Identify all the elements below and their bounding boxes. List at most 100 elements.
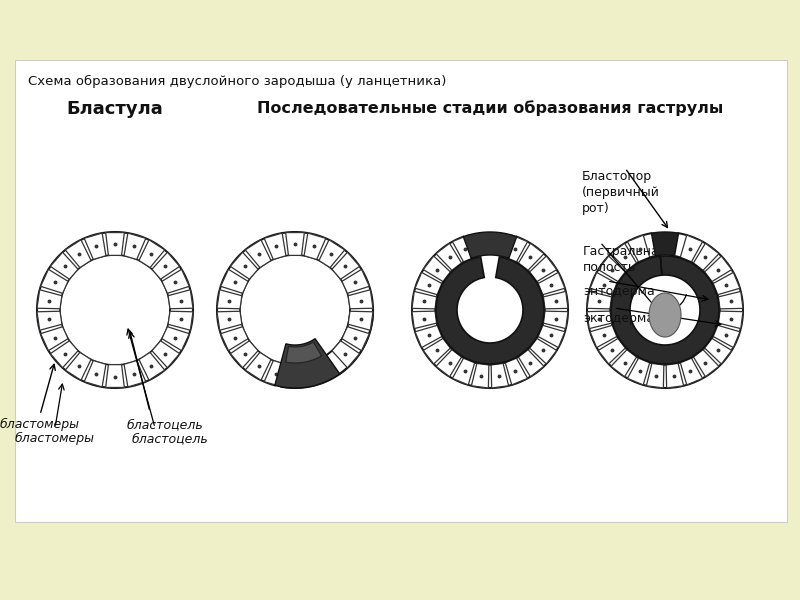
- Text: бластомеры: бластомеры: [15, 432, 95, 445]
- Polygon shape: [152, 341, 180, 368]
- Polygon shape: [423, 256, 450, 281]
- Polygon shape: [230, 252, 258, 279]
- Polygon shape: [423, 338, 450, 364]
- Text: Бластопор
(первичный
рот): Бластопор (первичный рот): [582, 170, 660, 215]
- Circle shape: [217, 232, 373, 388]
- Polygon shape: [37, 311, 62, 330]
- FancyBboxPatch shape: [15, 60, 787, 522]
- Polygon shape: [506, 358, 527, 385]
- Polygon shape: [680, 358, 702, 385]
- Polygon shape: [348, 311, 373, 330]
- Circle shape: [412, 232, 568, 388]
- Polygon shape: [587, 311, 611, 329]
- Polygon shape: [217, 311, 242, 330]
- Polygon shape: [415, 272, 442, 295]
- Text: энтодерма: энтодерма: [583, 285, 654, 298]
- Polygon shape: [124, 233, 146, 259]
- Text: бластоцель: бластоцель: [132, 432, 208, 445]
- Polygon shape: [680, 235, 702, 262]
- Polygon shape: [217, 290, 242, 309]
- Polygon shape: [41, 269, 68, 293]
- Polygon shape: [152, 252, 180, 279]
- Polygon shape: [415, 325, 442, 347]
- Polygon shape: [412, 311, 437, 329]
- Polygon shape: [651, 232, 678, 256]
- Polygon shape: [590, 325, 617, 347]
- Polygon shape: [453, 235, 474, 262]
- Polygon shape: [463, 232, 517, 259]
- Polygon shape: [66, 352, 91, 380]
- Polygon shape: [84, 233, 106, 259]
- Polygon shape: [713, 272, 740, 295]
- Polygon shape: [412, 292, 437, 309]
- Polygon shape: [286, 233, 304, 256]
- Circle shape: [37, 232, 193, 388]
- Text: эктодерма: эктодерма: [583, 312, 654, 325]
- Polygon shape: [246, 240, 271, 268]
- Text: Последовательные стадии образования гаструлы: Последовательные стадии образования гаст…: [257, 100, 723, 116]
- Text: бластоцель: бластоцель: [126, 418, 203, 431]
- Polygon shape: [342, 269, 370, 293]
- Polygon shape: [436, 350, 462, 377]
- Polygon shape: [221, 269, 248, 293]
- Polygon shape: [332, 252, 360, 279]
- Polygon shape: [506, 235, 527, 262]
- Polygon shape: [264, 361, 286, 387]
- Polygon shape: [304, 233, 326, 259]
- Polygon shape: [168, 290, 193, 309]
- Polygon shape: [713, 325, 740, 347]
- Polygon shape: [275, 338, 340, 388]
- Polygon shape: [342, 326, 370, 350]
- Polygon shape: [66, 240, 91, 268]
- Polygon shape: [694, 350, 719, 377]
- Polygon shape: [543, 311, 568, 329]
- Polygon shape: [168, 311, 193, 330]
- Polygon shape: [221, 326, 248, 350]
- Polygon shape: [50, 252, 78, 279]
- Polygon shape: [518, 350, 544, 377]
- Polygon shape: [246, 352, 271, 380]
- Polygon shape: [646, 364, 664, 388]
- Polygon shape: [611, 350, 637, 377]
- Polygon shape: [543, 292, 568, 309]
- Polygon shape: [471, 364, 489, 388]
- Polygon shape: [538, 272, 565, 295]
- Polygon shape: [230, 341, 258, 368]
- Polygon shape: [590, 272, 617, 295]
- Polygon shape: [666, 364, 684, 388]
- Polygon shape: [627, 358, 650, 385]
- Polygon shape: [627, 235, 650, 262]
- Polygon shape: [139, 240, 165, 268]
- Polygon shape: [705, 338, 732, 364]
- Polygon shape: [518, 243, 544, 271]
- Polygon shape: [41, 326, 68, 350]
- Polygon shape: [162, 269, 190, 293]
- Polygon shape: [436, 243, 462, 271]
- Polygon shape: [530, 338, 557, 364]
- Polygon shape: [436, 257, 544, 364]
- Polygon shape: [649, 293, 681, 337]
- Polygon shape: [538, 325, 565, 347]
- Polygon shape: [139, 352, 165, 380]
- Polygon shape: [718, 311, 743, 329]
- Polygon shape: [348, 290, 373, 309]
- Polygon shape: [705, 256, 732, 281]
- Polygon shape: [264, 233, 286, 259]
- Polygon shape: [106, 233, 124, 256]
- Text: бластомеры: бластомеры: [0, 418, 80, 431]
- Polygon shape: [611, 243, 637, 271]
- Polygon shape: [286, 342, 322, 363]
- Polygon shape: [162, 326, 190, 350]
- Polygon shape: [319, 240, 345, 268]
- Polygon shape: [106, 365, 124, 388]
- Polygon shape: [332, 341, 360, 368]
- Text: Схема образования двуслойного зародыша (у ланцетника): Схема образования двуслойного зародыша (…: [28, 75, 446, 88]
- Text: Бластула: Бластула: [66, 100, 163, 118]
- Polygon shape: [37, 290, 62, 309]
- Polygon shape: [530, 256, 557, 281]
- Polygon shape: [598, 338, 626, 364]
- Polygon shape: [598, 256, 626, 281]
- Circle shape: [587, 232, 743, 388]
- Polygon shape: [718, 292, 743, 309]
- Polygon shape: [124, 361, 146, 387]
